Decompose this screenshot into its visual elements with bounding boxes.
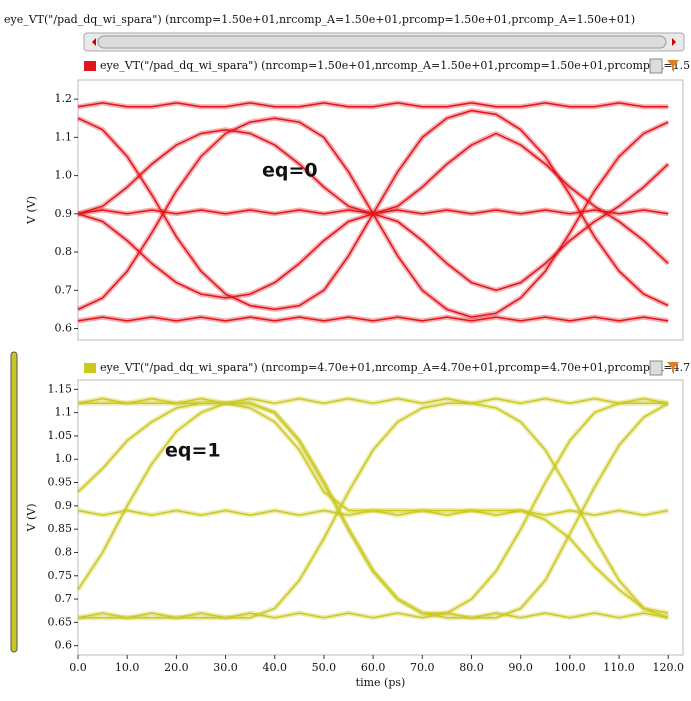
annotation: eq=1 xyxy=(165,440,221,462)
strip-marker xyxy=(10,351,18,653)
y-tick-label: 1.0 xyxy=(55,452,73,465)
trace xyxy=(78,402,669,619)
trace xyxy=(77,316,669,322)
legend-button[interactable] xyxy=(649,58,663,74)
y-tick-label: 0.9 xyxy=(55,499,73,512)
legend-label: eye_VT("/pad_dq_wi_spara") (nrcomp=4.70e… xyxy=(100,361,690,374)
filter-icon[interactable] xyxy=(667,362,679,374)
x-tick-label: 30.0 xyxy=(213,661,238,674)
legend-label: eye_VT("/pad_dq_wi_spara") (nrcomp=1.50e… xyxy=(100,59,690,72)
annotation: eq=0 xyxy=(262,160,318,182)
y-tick-label: 0.7 xyxy=(55,592,73,605)
y-tick-label: 0.6 xyxy=(55,322,73,335)
x-tick-label: 120.0 xyxy=(652,661,684,674)
y-tick-label: 1.05 xyxy=(48,429,73,442)
y-tick-label: 1.2 xyxy=(55,92,73,105)
x-tick-label: 90.0 xyxy=(508,661,533,674)
legend-swatch xyxy=(84,363,96,373)
x-tick-label: 40.0 xyxy=(262,661,287,674)
x-axis-label: time (ps) xyxy=(356,676,406,689)
y-tick-label: 0.95 xyxy=(48,476,73,489)
traces xyxy=(76,100,670,324)
x-tick-label: 60.0 xyxy=(361,661,386,674)
y-tick-label: 0.7 xyxy=(55,283,73,296)
filter-icon[interactable] xyxy=(667,60,679,72)
x-tick-label: 20.0 xyxy=(164,661,189,674)
legend-button[interactable] xyxy=(649,360,663,376)
y-tick-label: 0.8 xyxy=(55,545,73,558)
trace xyxy=(77,402,669,614)
x-tick-label: 50.0 xyxy=(312,661,337,674)
x-tick-label: 10.0 xyxy=(115,661,140,674)
x-tick-label: 100.0 xyxy=(554,661,586,674)
y-tick-label: 1.15 xyxy=(48,382,73,395)
trace xyxy=(77,132,669,299)
y-axis-label: V (V) xyxy=(25,196,38,225)
y-tick-label: 0.9 xyxy=(55,207,73,220)
y-tick-label: 0.75 xyxy=(48,569,73,582)
y-axis-label: V (V) xyxy=(25,504,38,533)
y-tick-label: 1.1 xyxy=(55,130,73,143)
x-tick-label: 80.0 xyxy=(459,661,484,674)
y-tick-label: 0.65 xyxy=(48,615,73,628)
scrollbar[interactable] xyxy=(83,32,685,52)
x-tick-label: 70.0 xyxy=(410,661,435,674)
y-tick-label: 0.8 xyxy=(55,245,73,258)
y-tick-label: 0.6 xyxy=(55,639,73,652)
plot-area xyxy=(77,79,684,341)
traces xyxy=(75,396,670,621)
x-tick-label: 0.0 xyxy=(69,661,87,674)
y-tick-label: 1.1 xyxy=(55,406,73,419)
trace xyxy=(77,402,669,614)
y-tick-label: 1.0 xyxy=(55,169,73,182)
x-tick-label: 110.0 xyxy=(603,661,635,674)
trace xyxy=(77,102,669,108)
legend-swatch xyxy=(84,61,96,71)
window-title: eye_VT("/pad_dq_wi_spara") (nrcomp=1.50e… xyxy=(4,13,635,26)
y-tick-label: 0.85 xyxy=(48,522,73,535)
